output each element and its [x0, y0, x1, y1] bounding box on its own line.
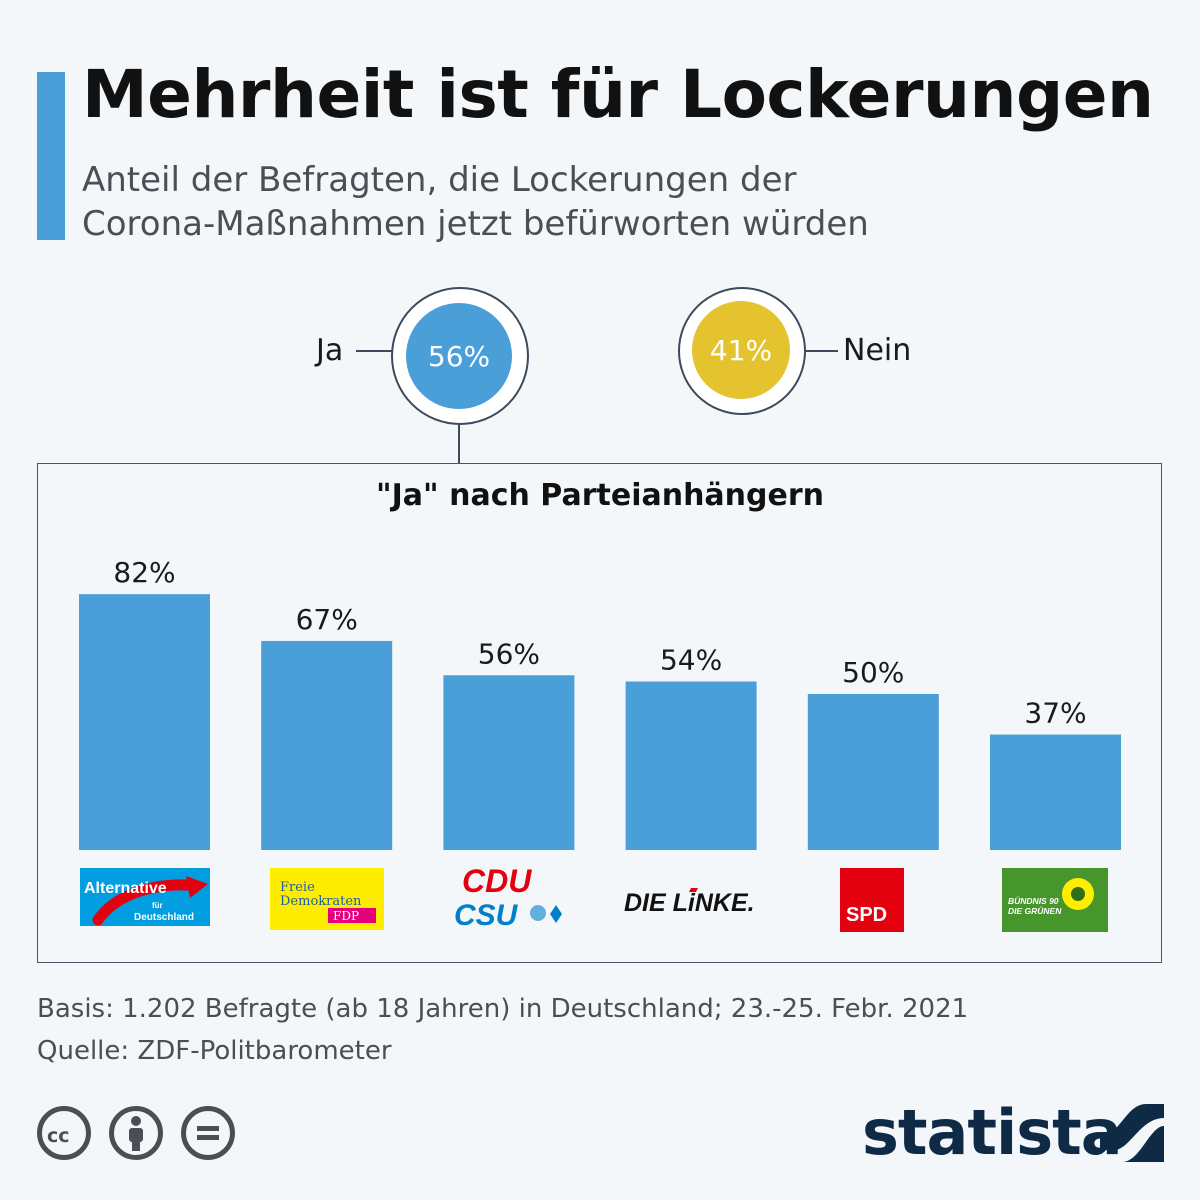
- subtitle-line-1: Anteil der Befragten, die Lockerungen de…: [82, 160, 797, 200]
- bar-3: [443, 675, 575, 850]
- fdp-logo-line2: Demokraten: [280, 894, 362, 909]
- csu-logo-text: CSU: [454, 899, 519, 932]
- title-accent-bar: [37, 72, 65, 240]
- csu-lion-icon: [530, 905, 546, 921]
- bar-value-label-2: 67%: [296, 603, 358, 636]
- yes-value: 56%: [406, 303, 512, 409]
- page-title: Mehrheit ist für Lockerungen: [82, 56, 1154, 133]
- page-subtitle: Anteil der Befragten, die Lockerungen de…: [82, 158, 1082, 246]
- no-label: Nein: [843, 333, 912, 368]
- afd-logo-graphic: Alternative für Deutschland: [84, 876, 208, 926]
- csu-diamond-icon: [550, 905, 562, 923]
- cdu-logo-text: CDU: [462, 863, 532, 899]
- source-note: Quelle: ZDF-Politbarometer: [37, 1036, 392, 1066]
- bar-6: [990, 734, 1121, 850]
- spd-logo: SPD: [840, 868, 904, 932]
- bar-1: [79, 594, 210, 850]
- gruene-logo-graphic: BÜNDNIS 90 DIE GRÜNEN: [1008, 878, 1094, 916]
- attribution-icon[interactable]: [109, 1106, 163, 1160]
- yes-label: Ja: [316, 333, 344, 368]
- no-derivatives-icon[interactable]: [181, 1106, 235, 1160]
- statista-logo-text[interactable]: statista: [862, 1096, 1123, 1169]
- subtitle-line-2: Corona-Maßnahmen jetzt befürworten würde…: [82, 204, 869, 244]
- afd-logo-line3: Deutschland: [134, 912, 194, 923]
- spd-logo-graphic: SPD: [846, 904, 887, 926]
- bar-2: [261, 640, 393, 850]
- gruene-logo-line1: BÜNDNIS 90: [1008, 896, 1059, 906]
- bar-value-label-5: 50%: [842, 656, 904, 689]
- fdp-logo-line3: FDP: [333, 909, 359, 923]
- basis-note: Basis: 1.202 Befragte (ab 18 Jahren) in …: [37, 994, 969, 1024]
- yes-panel-connector: [458, 423, 460, 463]
- fdp-logo: Freie Demokraten FDP: [270, 868, 384, 930]
- yes-label-connector: [356, 350, 392, 352]
- svg-text:cc: cc: [47, 1125, 70, 1147]
- statista-logo-icon: [1100, 1104, 1164, 1162]
- bar-value-label-6: 37%: [1024, 697, 1086, 730]
- no-label-connector: [804, 350, 838, 352]
- gruene-logo-line2: DIE GRÜNEN: [1008, 906, 1062, 916]
- bar-value-label-3: 56%: [478, 637, 540, 670]
- gruene-logo: BÜNDNIS 90 DIE GRÜNEN: [1002, 868, 1108, 932]
- sunflower-icon: [1062, 878, 1094, 910]
- no-value: 41%: [692, 301, 790, 399]
- bar-5: [807, 694, 939, 850]
- chart-title: "Ja" nach Parteianhängern: [375, 478, 825, 513]
- fdp-logo-line1: Freie: [280, 880, 315, 895]
- spd-logo-text: SPD: [846, 904, 887, 926]
- bar-4: [625, 681, 757, 850]
- bar-value-label-4: 54%: [660, 644, 722, 677]
- party-chart-panel: [37, 463, 1162, 963]
- cdu-csu-logo-graphic: CDU CSU: [454, 863, 562, 932]
- cc-icon[interactable]: cc: [37, 1106, 91, 1160]
- linke-logo-text: DIE LiNKE.: [624, 889, 755, 917]
- cdu-csu-logo: CDU CSU: [448, 862, 578, 932]
- afd-logo-line1: Alternative: [84, 880, 167, 897]
- bar-value-label-1: 82%: [113, 556, 175, 589]
- afd-logo: Alternative für Deutschland: [80, 868, 210, 926]
- linke-logo: DIE LiNKE.: [622, 880, 762, 920]
- linke-logo-graphic: DIE LiNKE.: [624, 888, 755, 917]
- afd-logo-line2: für: [152, 901, 163, 910]
- fdp-logo-graphic: Freie Demokraten FDP: [280, 880, 376, 923]
